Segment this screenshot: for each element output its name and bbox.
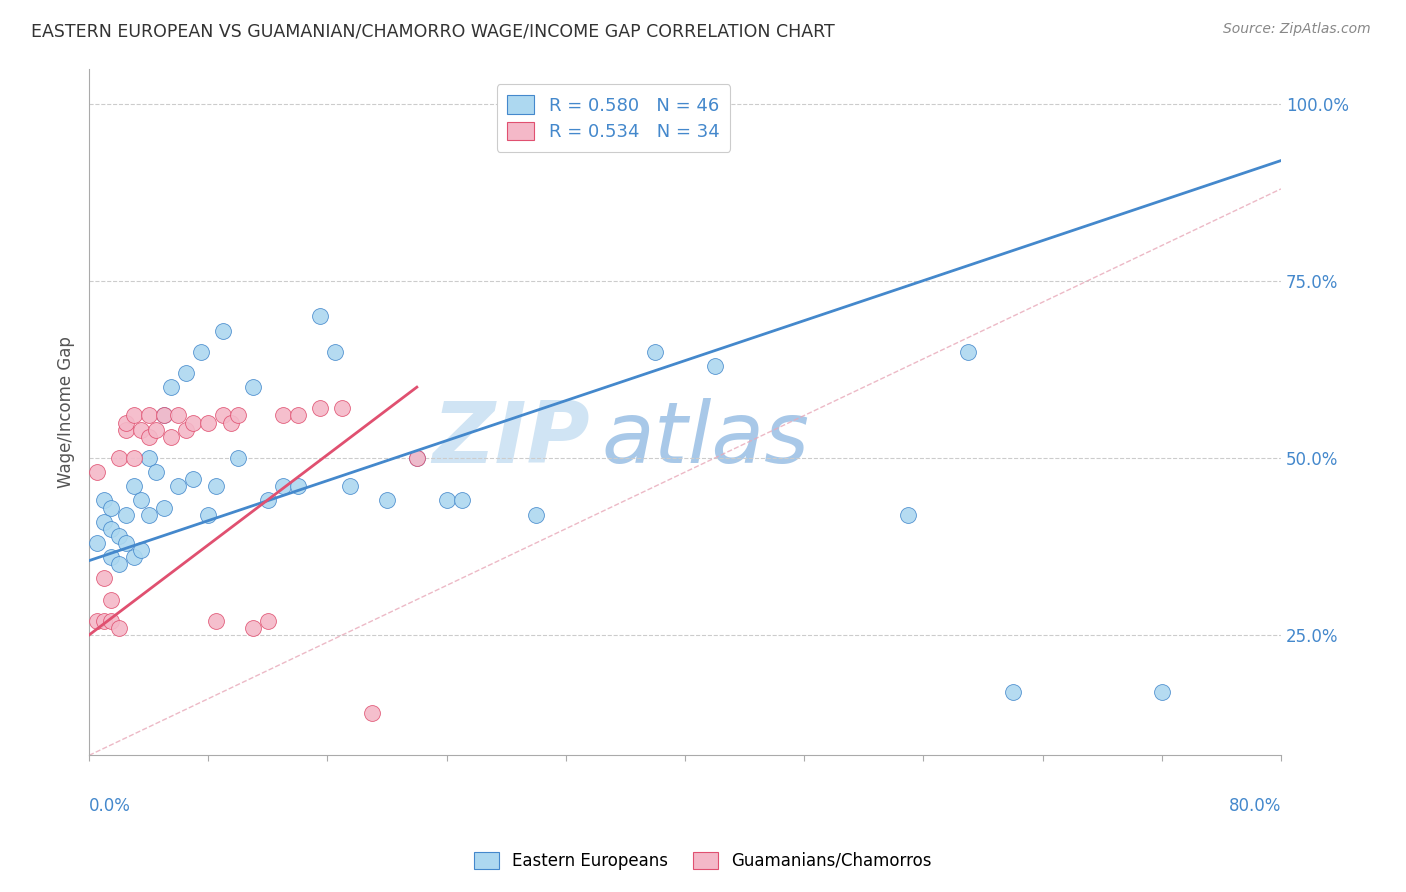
Point: [436, 493, 458, 508]
Point: [138, 508, 160, 522]
Point: [86, 536, 108, 550]
Point: [361, 706, 384, 720]
Point: [167, 479, 190, 493]
Point: [93, 571, 115, 585]
Point: [167, 409, 190, 423]
Point: [271, 479, 294, 493]
Point: [1150, 684, 1173, 698]
Point: [197, 416, 219, 430]
Point: [100, 614, 122, 628]
Point: [115, 536, 138, 550]
Point: [450, 493, 472, 508]
Point: [100, 592, 122, 607]
Point: [287, 409, 309, 423]
Point: [115, 508, 138, 522]
Point: [287, 479, 309, 493]
Point: [703, 359, 725, 373]
Point: [138, 450, 160, 465]
Point: [93, 493, 115, 508]
Point: [309, 310, 332, 324]
Point: [129, 543, 152, 558]
Point: [145, 465, 167, 479]
Point: [93, 614, 115, 628]
Point: [204, 479, 226, 493]
Point: [122, 550, 145, 565]
Point: [897, 508, 920, 522]
Point: [212, 409, 235, 423]
Text: ZIP: ZIP: [432, 398, 589, 481]
Point: [93, 515, 115, 529]
Point: [242, 621, 264, 635]
Point: [122, 409, 145, 423]
Point: [644, 344, 666, 359]
Point: [405, 450, 427, 465]
Point: [138, 409, 160, 423]
Text: 80.0%: 80.0%: [1229, 797, 1281, 814]
Point: [957, 344, 980, 359]
Point: [115, 423, 138, 437]
Text: atlas: atlas: [602, 398, 810, 481]
Point: [100, 522, 122, 536]
Point: [330, 401, 353, 416]
Point: [86, 465, 108, 479]
Text: 0.0%: 0.0%: [89, 797, 131, 814]
Point: [160, 380, 183, 394]
Point: [212, 324, 235, 338]
Point: [197, 508, 219, 522]
Point: [152, 409, 174, 423]
Point: [122, 450, 145, 465]
Point: [115, 416, 138, 430]
Point: [174, 366, 197, 380]
Point: [323, 344, 346, 359]
Point: [108, 450, 131, 465]
Point: [152, 409, 174, 423]
Point: [339, 479, 361, 493]
Point: [129, 423, 152, 437]
Point: [219, 416, 242, 430]
Y-axis label: Wage/Income Gap: Wage/Income Gap: [58, 336, 75, 488]
Legend: Eastern Europeans, Guamanians/Chamorros: Eastern Europeans, Guamanians/Chamorros: [467, 845, 939, 877]
Point: [226, 409, 249, 423]
Point: [86, 614, 108, 628]
Text: Source: ZipAtlas.com: Source: ZipAtlas.com: [1223, 22, 1371, 37]
Point: [152, 500, 174, 515]
Point: [108, 529, 131, 543]
Point: [204, 614, 226, 628]
Point: [242, 380, 264, 394]
Point: [375, 493, 398, 508]
Point: [138, 430, 160, 444]
Point: [257, 493, 280, 508]
Point: [183, 472, 205, 486]
Point: [160, 430, 183, 444]
Point: [1001, 684, 1024, 698]
Point: [100, 500, 122, 515]
Point: [271, 409, 294, 423]
Point: [129, 493, 152, 508]
Point: [405, 450, 427, 465]
Point: [183, 416, 205, 430]
Point: [524, 508, 547, 522]
Point: [108, 621, 131, 635]
Point: [108, 557, 131, 571]
Point: [174, 423, 197, 437]
Point: [190, 344, 212, 359]
Point: [122, 479, 145, 493]
Point: [100, 550, 122, 565]
Point: [145, 423, 167, 437]
Point: [309, 401, 332, 416]
Legend: R = 0.580   N = 46, R = 0.534   N = 34: R = 0.580 N = 46, R = 0.534 N = 34: [496, 85, 731, 152]
Point: [226, 450, 249, 465]
Text: EASTERN EUROPEAN VS GUAMANIAN/CHAMORRO WAGE/INCOME GAP CORRELATION CHART: EASTERN EUROPEAN VS GUAMANIAN/CHAMORRO W…: [31, 22, 835, 40]
Point: [257, 614, 280, 628]
